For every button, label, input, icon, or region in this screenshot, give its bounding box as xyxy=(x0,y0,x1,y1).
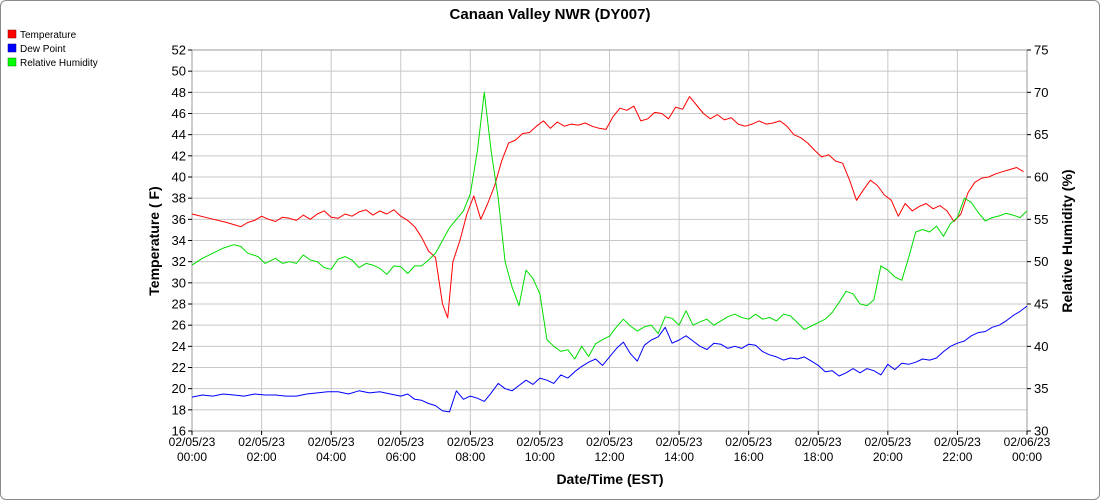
right-y-tick-label: 30 xyxy=(1034,424,1048,439)
legend: Temperature Dew Point Relative Humidity xyxy=(7,29,98,69)
left-y-tick-label: 50 xyxy=(172,64,186,79)
x-tick-time-label: 22:00 xyxy=(942,450,972,464)
right-y-axis-ticks: 30 35 40 45 50 55 60 65 70 75 xyxy=(1027,43,1048,439)
x-tick-date-label: 02/05/23 xyxy=(795,435,842,449)
legend-label-dew-point: Dew Point xyxy=(20,44,66,55)
left-y-tick-label: 28 xyxy=(172,297,186,312)
series-line-temperature xyxy=(191,96,1024,319)
x-tick-date-label: 02/05/23 xyxy=(308,435,355,449)
x-tick-date-label: 02/05/23 xyxy=(238,435,285,449)
x-tick-time-label: 00:00 xyxy=(1012,450,1042,464)
x-tick-time-label: 02:00 xyxy=(247,450,277,464)
legend-swatch-temperature xyxy=(7,29,17,39)
x-tick-time-label: 20:00 xyxy=(873,450,903,464)
x-tick-date-label: 02/05/23 xyxy=(169,435,216,449)
left-y-tick-label: 32 xyxy=(172,254,186,269)
right-y-tick-label: 45 xyxy=(1034,297,1048,312)
legend-swatch-dew-point xyxy=(7,43,17,53)
x-tick-time-label: 04:00 xyxy=(316,450,346,464)
left-y-axis-ticks: 16 18 20 22 24 26 28 30 32 34 36 38 40 42 44 46 48 50 52 xyxy=(172,43,192,439)
x-tick-time-label: 08:00 xyxy=(455,450,485,464)
x-tick-time-label: 10:00 xyxy=(525,450,555,464)
right-y-tick-label: 50 xyxy=(1034,254,1048,269)
right-y-axis-label: Relative Humidity (%) xyxy=(1059,169,1075,312)
left-y-tick-label: 52 xyxy=(172,43,186,58)
left-y-tick-label: 16 xyxy=(172,424,186,439)
x-tick-date-label: 02/05/23 xyxy=(377,435,424,449)
left-y-tick-label: 48 xyxy=(172,85,186,100)
x-tick-time-label: 14:00 xyxy=(664,450,694,464)
series-lines xyxy=(191,91,1028,413)
right-y-tick-label: 35 xyxy=(1034,381,1048,396)
left-y-axis-label: Temperature ( F) xyxy=(146,186,162,295)
right-y-tick-label: 40 xyxy=(1034,339,1048,354)
left-y-tick-label: 42 xyxy=(172,148,186,163)
left-y-tick-label: 18 xyxy=(172,402,186,417)
left-y-tick-label: 44 xyxy=(172,127,186,142)
x-tick-date-label: 02/05/23 xyxy=(864,435,911,449)
left-y-tick-label: 30 xyxy=(172,275,186,290)
x-axis-label: Date/Time (EST) xyxy=(556,471,663,487)
left-y-tick-label: 24 xyxy=(172,339,186,354)
right-y-tick-label: 75 xyxy=(1034,43,1048,58)
x-tick-time-label: 06:00 xyxy=(386,450,416,464)
legend-swatch-relative-humidity xyxy=(7,57,17,67)
left-y-tick-label: 38 xyxy=(172,191,186,206)
gridlines xyxy=(191,49,1028,432)
left-y-tick-label: 34 xyxy=(172,233,186,248)
right-y-tick-label: 70 xyxy=(1034,85,1048,100)
x-tick-date-label: 02/05/23 xyxy=(656,435,703,449)
left-y-tick-label: 36 xyxy=(172,212,186,227)
x-tick-time-label: 16:00 xyxy=(734,450,764,464)
left-y-tick-label: 40 xyxy=(172,170,186,185)
legend-label-temperature: Temperature xyxy=(20,30,77,41)
left-y-tick-label: 20 xyxy=(172,381,186,396)
x-tick-date-label: 02/05/23 xyxy=(517,435,564,449)
right-y-tick-label: 60 xyxy=(1034,170,1048,185)
right-y-tick-label: 55 xyxy=(1034,212,1048,227)
chart-title: Canaan Valley NWR (DY007) xyxy=(450,6,651,23)
right-y-tick-label: 65 xyxy=(1034,127,1048,142)
x-tick-time-label: 12:00 xyxy=(594,450,624,464)
x-tick-time-label: 18:00 xyxy=(803,450,833,464)
x-tick-date-label: 02/05/23 xyxy=(586,435,633,449)
left-y-tick-label: 46 xyxy=(172,106,186,121)
series-line-dew-point xyxy=(191,305,1028,413)
x-tick-date-label: 02/06/23 xyxy=(1004,435,1051,449)
x-tick-date-label: 02/05/23 xyxy=(725,435,772,449)
x-tick-date-label: 02/05/23 xyxy=(447,435,494,449)
left-y-tick-label: 22 xyxy=(172,360,186,375)
x-axis-ticks: 02/05/2300:0002/05/2302:0002/05/2304:000… xyxy=(169,431,1051,464)
legend-label-relative-humidity: Relative Humidity xyxy=(20,58,98,69)
x-tick-time-label: 00:00 xyxy=(177,450,207,464)
x-tick-date-label: 02/05/23 xyxy=(934,435,981,449)
left-y-tick-label: 26 xyxy=(172,318,186,333)
series-line-relative-humidity xyxy=(191,91,1028,360)
